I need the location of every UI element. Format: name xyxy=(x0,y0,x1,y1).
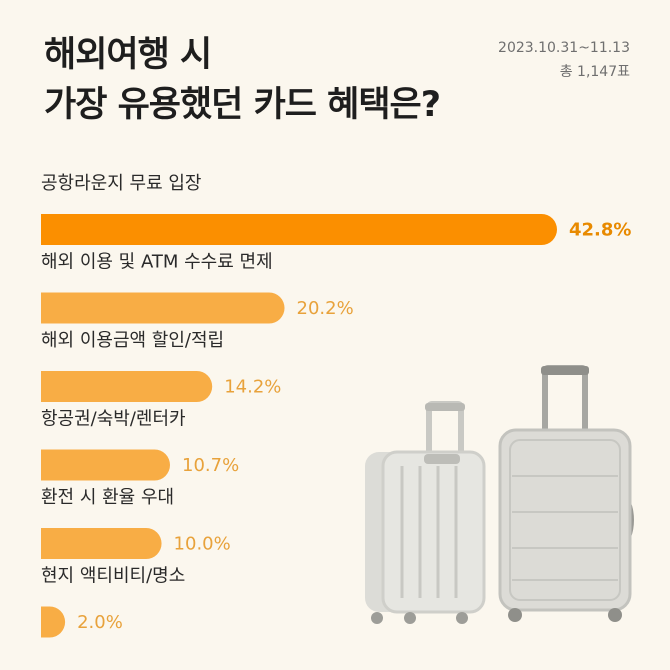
category-label: 해외 이용금액 할인/적립 xyxy=(41,330,224,351)
bar xyxy=(41,214,557,245)
category-label: 항공권/숙박/렌터카 xyxy=(41,409,186,430)
category-label: 현지 액티비티/명소 xyxy=(41,566,185,587)
category-label: 환전 시 환율 우대 xyxy=(41,487,174,508)
date-range: 2023.10.31~11.13 xyxy=(498,40,630,56)
value-label: 14.2% xyxy=(224,377,281,398)
value-label: 10.0% xyxy=(174,534,231,555)
value-label: 10.7% xyxy=(182,455,239,476)
bar xyxy=(41,371,213,402)
category-label: 해외 이용 및 ATM 수수료 면제 xyxy=(41,252,273,273)
chart-title-line-1: 해외여행 시 xyxy=(44,35,212,75)
survey-meta: 2023.10.31~11.13 총 1,147표 xyxy=(498,36,630,84)
vote-total: 총 1,147표 xyxy=(559,64,630,80)
value-label: 20.2% xyxy=(297,298,354,319)
category-label: 공항라운지 무료 입장 xyxy=(41,173,201,194)
bar xyxy=(41,606,66,638)
chart-title: 해외여행 시 가장 유용했던 카드 혜택은? xyxy=(44,30,441,130)
bar xyxy=(41,449,170,481)
value-label: 42.8% xyxy=(569,220,631,241)
bar xyxy=(41,528,162,559)
bar xyxy=(41,292,285,324)
value-label: 2.0% xyxy=(77,612,123,633)
chart-title-line-2: 가장 유용했던 카드 혜택은? xyxy=(44,85,441,125)
